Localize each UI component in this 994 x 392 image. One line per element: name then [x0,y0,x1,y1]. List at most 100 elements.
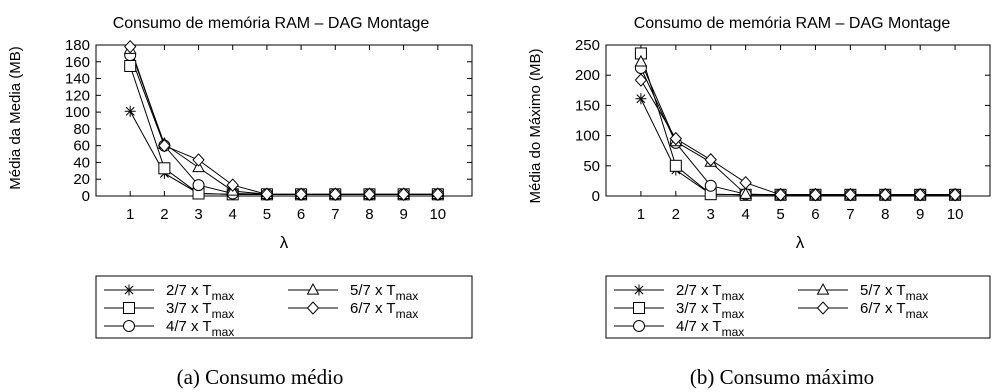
chart-b-y-tick-label: 200 [575,67,600,84]
chart-b-x-tick-label: 6 [811,206,819,223]
chart-b-series-4-point [634,54,648,67]
chart-a-series-5-point [431,187,444,202]
chart-b-y-tick-label: 250 [575,37,600,54]
chart-a-series-4-line [129,49,438,195]
chart-a-x-tick-label: 3 [194,206,202,223]
chart-b-series-2-point [669,159,682,172]
legend-label-subscript: max [722,307,745,321]
chart-b-legend-item-2: 3/7 x Tmax [614,300,744,321]
chart-b-x-tick-label: 8 [881,206,889,223]
chart-a-series-5-point [363,187,376,202]
chart-a-series-5-point [158,138,171,153]
chart-b-series-5-point [948,188,962,202]
chart-a-series-5-point [294,187,308,202]
legend-label-text: 5/7 x T [860,282,906,299]
chart-a-series-5-line [129,46,438,195]
legend-label-subscript: max [396,289,419,303]
chart-b-y-tick-label: 0 [592,188,600,205]
legend-label: 6/7 x Tmax [860,300,928,321]
legend-label: 3/7 x Tmax [166,300,234,321]
chart-b-legend-item-4: 5/7 x Tmax [798,282,928,303]
legend-label-subscript: max [396,307,419,321]
chart-a-legend-box [95,275,473,339]
legend-label: 6/7 x Tmax [350,300,418,321]
chart-b-series-5-point [704,153,717,167]
chart-a-y-tick-label: 20 [73,171,90,188]
chart-a-x-tick-label: 7 [331,206,339,223]
chart-a-series-2-point [124,59,137,72]
chart-a-series-5-point [124,39,137,54]
chart-a-plot-frame [95,44,473,197]
chart-a-legend-item-1: 2/7 x Tmax [104,282,234,303]
chart-a-caption: (a) Consumo médio [177,365,344,389]
legend-marker-star [123,284,135,296]
legend-label-text: 6/7 x T [350,300,396,317]
chart-a-y-tick-label: 160 [65,54,90,71]
chart-b-legend-item-3: 4/7 x Tmax [614,318,744,339]
chart-b-series-5-point [634,73,648,87]
legend-marker-triangle [816,282,830,295]
chart-b-plot-area: 0 50 100 150 200 250 1 2 3 4 5 6 7 8 9 10 [575,37,991,223]
legend-marker-square [123,302,135,314]
chart-b-x-tick-label: 7 [846,206,854,223]
chart-a-x-tick-label: 1 [126,206,134,223]
legend-label-text: 3/7 x T [676,300,722,317]
chart-a-y-tick-label: 40 [73,154,90,171]
chart-b-series-3-point [704,179,717,192]
chart-b-series-5-point [774,188,787,202]
legend-label-subscript: max [722,289,745,303]
legend-label-text: 4/7 x T [676,318,722,335]
chart-a-y-tick-label: 100 [65,104,90,121]
chart-a-legend-item-2: 3/7 x Tmax [104,300,234,321]
chart-b-legend-item-1: 2/7 x Tmax [614,282,744,303]
chart-b-series-5-point [739,175,752,190]
chart-b-series-1-point [635,93,647,105]
chart-a-series-3-point [192,179,205,192]
legend-label-text: 2/7 x T [676,282,722,299]
chart-a-series-5-point [329,187,342,202]
chart-b-caption: (b) Consumo máximo [690,365,874,389]
legend-label-subscript: max [212,289,235,303]
chart-a-series-5-point [260,187,274,202]
chart-a-y-tick-label: 60 [73,138,90,155]
chart-a-series-1-point [124,105,136,117]
chart-a-series-3-line [129,54,438,195]
legend-marker-triangle [306,282,320,295]
legend-label-text: 4/7 x T [166,318,212,335]
legend-label-text: 6/7 x T [860,300,906,317]
chart-a-series-2-point [158,162,171,175]
chart-a-y-tick-label: 140 [65,71,90,88]
chart-a-series-5-point [192,153,205,167]
legend-label: 4/7 x Tmax [166,318,234,339]
legend-label: 2/7 x Tmax [676,282,744,303]
chart-a-x-tick-label: 6 [297,206,305,223]
chart-b-series-5-point [844,188,857,202]
chart-b: Consumo de memória RAM – DAG Montage Méd… [527,15,991,389]
chart-b-x-tick-label: 5 [776,206,784,223]
legend-marker-circle [633,320,645,332]
legend-label-text: 5/7 x T [350,282,396,299]
chart-b-series-5-point [809,188,822,202]
chart-a-x-tick-label: 2 [160,206,168,223]
chart-a-x-tick-label: 4 [229,206,237,223]
legend-marker-star [633,284,645,296]
chart-a-title: Consumo de memória RAM – DAG Montage [113,15,430,32]
legend-marker-circle [123,320,135,332]
legend-label-subscript: max [212,325,235,339]
chart-b-legend-box [605,275,991,339]
legend-label: 5/7 x Tmax [860,282,928,303]
chart-a-y-tick-label: 0 [82,188,90,205]
chart-a: Consumo de memória RAM – DAG Montage Méd… [7,15,473,389]
chart-b-x-tick-label: 3 [707,206,715,223]
legend-label-text: 2/7 x T [166,282,212,299]
chart-b-series-1-line [640,98,956,196]
chart-a-y-tick-label: 180 [65,37,90,54]
chart-b-y-tick-label: 150 [575,97,600,114]
legend-label: 5/7 x Tmax [350,282,418,303]
chart-a-x-tick-label: 10 [429,206,446,223]
chart-b-title: Consumo de memória RAM – DAG Montage [634,15,951,32]
chart-b-x-tick-label: 2 [672,206,680,223]
legend-marker-diamond [816,301,830,315]
